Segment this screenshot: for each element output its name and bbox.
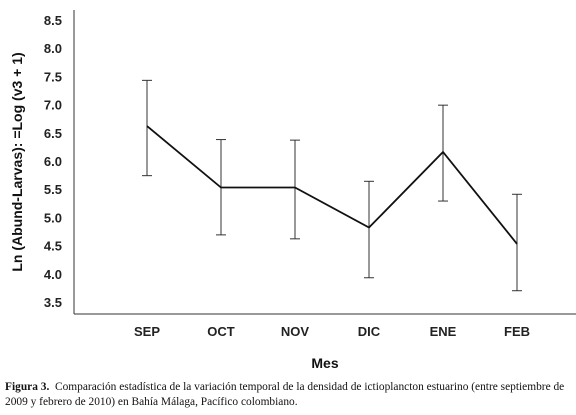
caption-label: Figura 3. <box>5 381 50 393</box>
y-tick-label: 3.5 <box>44 295 62 310</box>
y-tick-label: 4.5 <box>44 239 62 254</box>
series-line <box>146 125 518 245</box>
y-tick-label: 5.0 <box>44 210 62 225</box>
y-tick-label: 7.0 <box>44 98 62 113</box>
x-axis-title: Mes <box>311 355 338 371</box>
x-tick-label: OCT <box>207 324 235 339</box>
chart: 8.5 8.0 7.5 7.0 6.5 6.0 5.5 5.0 4.5 4.0 3.5 SEP OCT… <box>9 10 576 371</box>
y-tick-label: 8.5 <box>44 13 62 28</box>
error-bars <box>142 79 522 292</box>
x-tick-label: ENE <box>430 324 457 339</box>
chart-axes <box>73 10 576 315</box>
x-tick-labels: SEP OCT NOV DIC ENE FEB <box>134 324 530 339</box>
y-tick-label: 5.5 <box>44 182 62 197</box>
caption-text: Comparación estadística de la variación … <box>5 381 565 408</box>
x-tick-label: NOV <box>281 324 310 339</box>
y-tick-label: 6.0 <box>44 154 62 169</box>
y-axis-title: Ln (Abund-Larvas): =Log (v3 + 1) <box>9 52 25 271</box>
x-tick-label: FEB <box>504 324 530 339</box>
x-tick-label: DIC <box>358 324 381 339</box>
y-tick-label: 8.0 <box>44 41 62 56</box>
figure-caption: Figura 3. Comparación estadística de la … <box>5 380 573 410</box>
x-tick-label: SEP <box>134 324 160 339</box>
y-tick-label: 4.0 <box>44 267 62 282</box>
y-tick-label: 6.5 <box>44 126 62 141</box>
y-tick-labels: 8.5 8.0 7.5 7.0 6.5 6.0 5.5 5.0 4.5 4.0 3.5 <box>44 13 62 310</box>
y-tick-label: 7.5 <box>44 69 62 84</box>
